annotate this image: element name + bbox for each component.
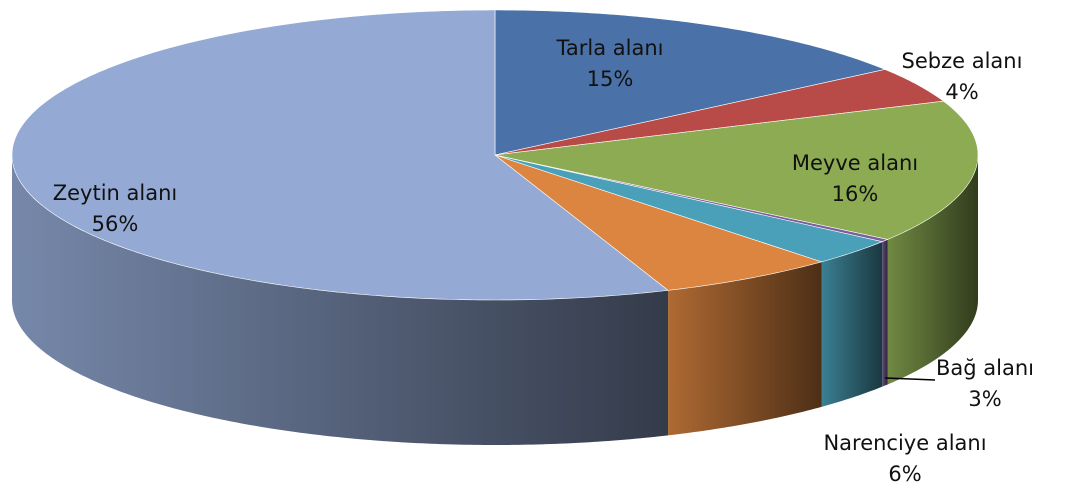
category-label: Narenciye alanı [823, 431, 986, 455]
leader-line [884, 377, 936, 381]
category-label: Meyve alanı [792, 151, 918, 175]
data-label: Meyve alanı 16% [792, 151, 918, 206]
value-label: 16% [832, 182, 879, 206]
category-label: Tarla alanı [556, 36, 664, 60]
data-label: Bağ alanı 3% [936, 356, 1034, 411]
slice [494, 100, 979, 240]
category-label: Bağ alanı [936, 356, 1034, 380]
data-label: Narenciye alanı 6% [823, 431, 986, 486]
slice-side [821, 241, 883, 407]
slice [494, 69, 945, 156]
pie-tops [11, 9, 979, 301]
slice [11, 9, 669, 301]
slice [494, 154, 823, 291]
data-label: Sebze alanı 4% [902, 49, 1023, 104]
category-label: Zeytin alanı [53, 181, 178, 205]
value-label: 6% [888, 462, 921, 486]
slice-side [12, 155, 669, 445]
value-label: 3% [968, 387, 1001, 411]
slice-side [668, 261, 822, 436]
slice-side [882, 239, 888, 387]
data-label: Tarla alanı 15% [556, 36, 664, 91]
pie-sides [12, 155, 978, 445]
value-label: 15% [587, 67, 634, 91]
slice [494, 154, 884, 263]
value-label: 4% [945, 80, 978, 104]
category-label: Sebze alanı [902, 49, 1023, 73]
labels: Tarla alanı 15% Sebze alanı 4% Meyve alanı 16… [53, 36, 1034, 486]
value-label: 56% [92, 212, 139, 236]
slice-side [887, 155, 978, 385]
data-label: Zeytin alanı 56% [53, 181, 178, 236]
slice [494, 9, 886, 156]
